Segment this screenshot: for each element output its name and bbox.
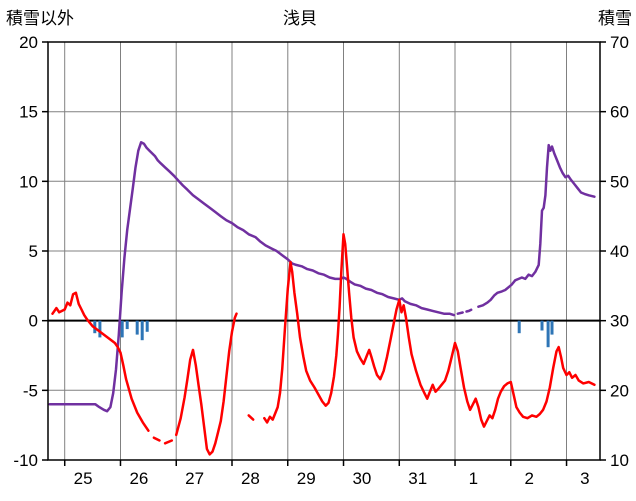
left-tick-label: 0 [29, 312, 38, 331]
left-tick-label: 15 [19, 103, 38, 122]
precipitation-bar [540, 320, 544, 331]
temperature-line [51, 291, 150, 432]
snow-depth-line [48, 141, 456, 413]
temperature-line [152, 436, 161, 442]
x-tick-label: 27 [185, 469, 204, 488]
left-tick-label: 5 [29, 242, 38, 261]
temperature-line [174, 312, 238, 456]
x-tick-label: 29 [297, 469, 316, 488]
x-tick-label: 25 [74, 469, 93, 488]
x-tick-label: 3 [580, 469, 589, 488]
precipitation-bar [550, 320, 554, 335]
x-tick-label: 30 [352, 469, 371, 488]
left-tick-label: 10 [19, 172, 38, 191]
precipitation-bar [140, 320, 144, 341]
precipitation-bar [546, 320, 550, 348]
right-tick-label: 30 [610, 312, 629, 331]
snow-depth-line [477, 143, 596, 308]
right-tick-label: 50 [610, 172, 629, 191]
snow-depth-line [456, 306, 476, 315]
precipitation-bar [517, 320, 521, 334]
right-tick-label: 40 [610, 242, 629, 261]
temperature-line [247, 414, 255, 421]
x-tick-label: 26 [129, 469, 148, 488]
left-axis-title: 積雪以外 [6, 9, 74, 28]
x-tick-label: 28 [241, 469, 260, 488]
left-tick-label: -10 [13, 451, 38, 470]
right-axis-title: 積雪 [598, 9, 632, 28]
precipitation-bar [125, 320, 129, 330]
precipitation-bar [98, 320, 102, 338]
left-tick-label: -5 [23, 381, 38, 400]
precipitation-bar [145, 320, 149, 332]
right-tick-label: 20 [610, 381, 629, 400]
right-tick-label: 10 [610, 451, 629, 470]
right-tick-label: 60 [610, 103, 629, 122]
temperature-line [163, 439, 174, 445]
left-tick-label: 20 [19, 33, 38, 52]
x-tick-label: 1 [469, 469, 478, 488]
chart-title: 浅貝 [283, 9, 317, 28]
precipitation-bar [135, 320, 139, 335]
right-tick-label: 70 [610, 33, 629, 52]
temperature-line [263, 233, 596, 428]
x-tick-label: 2 [524, 469, 533, 488]
x-tick-label: 31 [408, 469, 427, 488]
precipitation-bar [120, 320, 124, 338]
